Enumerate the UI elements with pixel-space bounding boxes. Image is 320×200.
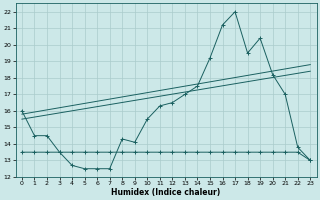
X-axis label: Humidex (Indice chaleur): Humidex (Indice chaleur) <box>111 188 221 197</box>
